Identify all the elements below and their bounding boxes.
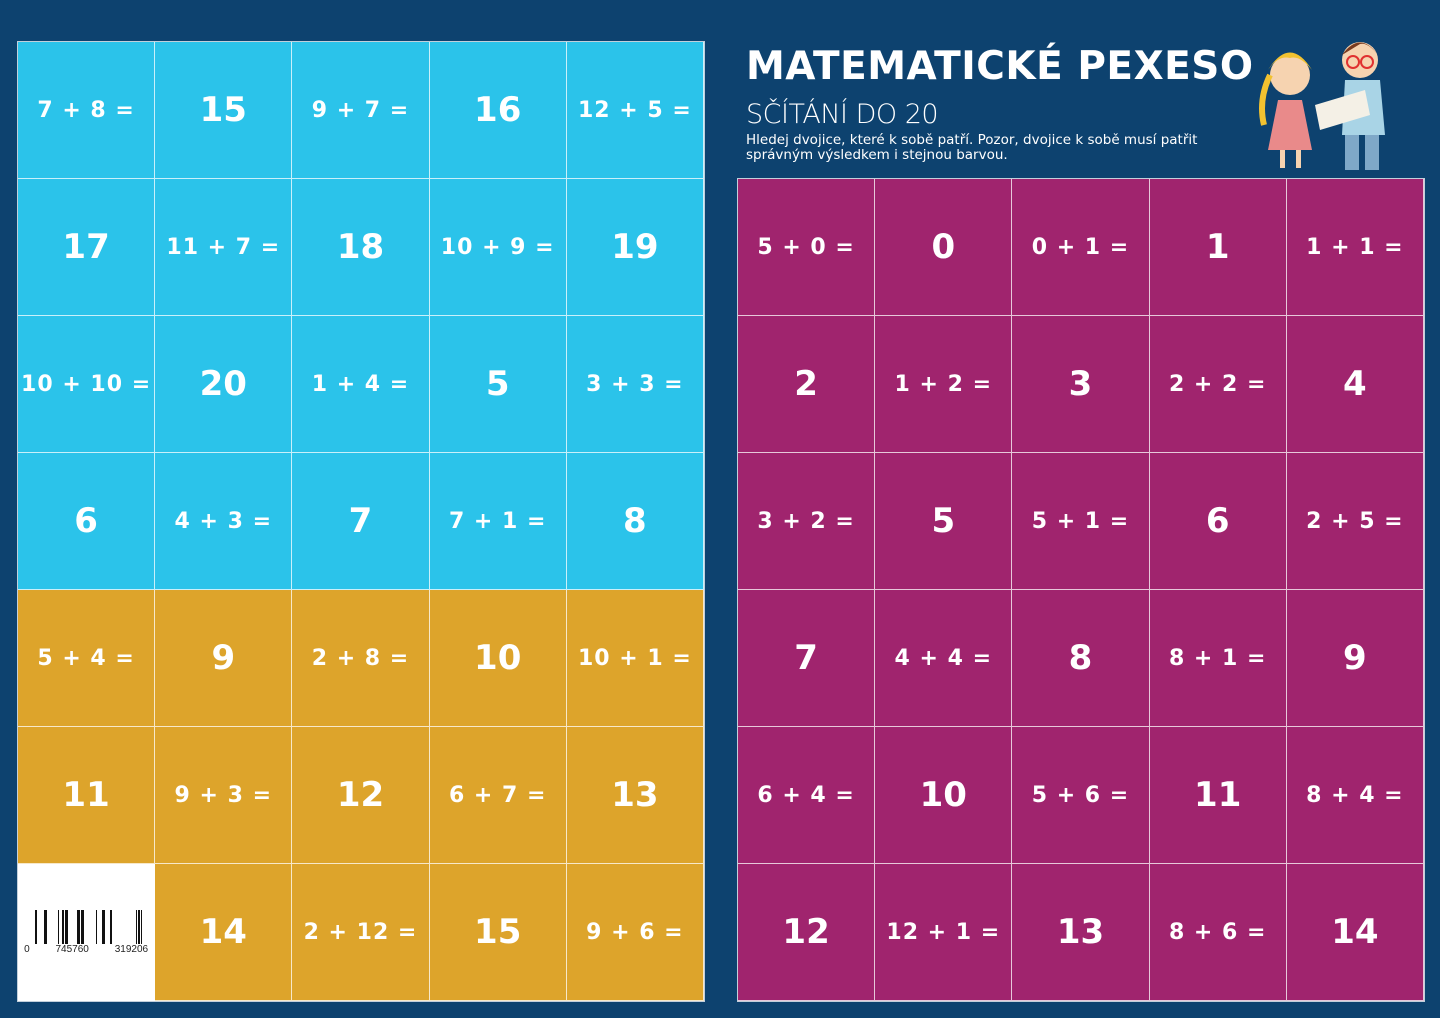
card-result[interactable]: 11: [18, 727, 156, 864]
card-result[interactable]: 9: [1286, 590, 1424, 727]
card-result[interactable]: 11: [1149, 727, 1287, 864]
magenta-board: 5 + 0 = 0 0 + 1 = 1 1 + 1 = 2 1 + 2 = 3 2 + 2 = 4…: [737, 178, 1425, 1002]
card-result[interactable]: 14: [1286, 864, 1424, 1001]
card-result[interactable]: 15: [429, 864, 567, 1001]
card-equation[interactable]: 9 + 7 =: [292, 42, 430, 179]
card-equation[interactable]: 5 + 4 =: [18, 590, 156, 727]
card-equation[interactable]: 2 + 5 =: [1286, 453, 1424, 590]
card-result[interactable]: 18: [292, 179, 430, 316]
card-result[interactable]: 13: [566, 727, 704, 864]
card-equation[interactable]: 9 + 6 =: [566, 864, 704, 1001]
card-equation[interactable]: 6 + 4 =: [738, 727, 876, 864]
card-result[interactable]: 4: [1286, 316, 1424, 453]
card-equation[interactable]: 4 + 3 =: [155, 453, 293, 590]
card-result[interactable]: 13: [1012, 864, 1150, 1001]
page-title: MATEMATICKÉ PEXESO: [746, 44, 1254, 89]
card-result[interactable]: 8: [1012, 590, 1150, 727]
card-equation[interactable]: 1 + 2 =: [875, 316, 1013, 453]
page-subtitle: SČÍTÁNÍ DO 20: [746, 99, 939, 130]
card-result[interactable]: 3: [1012, 316, 1150, 453]
barcode: 0 745760 319206: [18, 864, 156, 1001]
card-equation[interactable]: 10 + 1 =: [566, 590, 704, 727]
card-equation[interactable]: 0 + 1 =: [1012, 179, 1150, 316]
card-result[interactable]: 6: [18, 453, 156, 590]
card-result[interactable]: 9: [155, 590, 293, 727]
card-equation[interactable]: 8 + 1 =: [1149, 590, 1287, 727]
card-equation[interactable]: 5 + 1 =: [1012, 453, 1150, 590]
card-equation[interactable]: 7 + 1 =: [429, 453, 567, 590]
card-result[interactable]: 20: [155, 316, 293, 453]
blue-gold-board: 7 + 8 = 15 9 + 7 = 16 12 + 5 = 17 11 + 7 = 18 10…: [17, 41, 705, 1002]
card-equation[interactable]: 2 + 8 =: [292, 590, 430, 727]
card-result[interactable]: 15: [155, 42, 293, 179]
instructions: Hledej dvojice, které k sobě patří. Pozo…: [746, 132, 1198, 163]
card-result[interactable]: 0: [875, 179, 1013, 316]
card-equation[interactable]: 5 + 0 =: [738, 179, 876, 316]
card-equation[interactable]: 3 + 3 =: [566, 316, 704, 453]
card-result[interactable]: 6: [1149, 453, 1287, 590]
card-equation[interactable]: 10 + 10 =: [18, 316, 156, 453]
card-result[interactable]: 19: [566, 179, 704, 316]
card-result[interactable]: 10: [429, 590, 567, 727]
card-equation[interactable]: 11 + 7 =: [155, 179, 293, 316]
card-equation[interactable]: 4 + 4 =: [875, 590, 1013, 727]
card-equation[interactable]: 12 + 5 =: [566, 42, 704, 179]
card-equation[interactable]: 2 + 12 =: [292, 864, 430, 1001]
barcode-digits: 319206: [114, 943, 149, 955]
card-result[interactable]: 5: [875, 453, 1013, 590]
barcode-bars: [35, 909, 143, 944]
card-equation[interactable]: 9 + 3 =: [155, 727, 293, 864]
card-equation[interactable]: 1 + 4 =: [292, 316, 430, 453]
card-result[interactable]: 12: [292, 727, 430, 864]
card-result[interactable]: 1: [1149, 179, 1287, 316]
card-equation[interactable]: 6 + 7 =: [429, 727, 567, 864]
card-result[interactable]: 14: [155, 864, 293, 1001]
children-illustration: [1259, 42, 1385, 170]
card-result[interactable]: 2: [738, 316, 876, 453]
card-result[interactable]: 17: [18, 179, 156, 316]
card-equation[interactable]: 8 + 6 =: [1149, 864, 1287, 1001]
card-result[interactable]: 10: [875, 727, 1013, 864]
card-result[interactable]: 7: [292, 453, 430, 590]
barcode-digits: 745760: [55, 943, 89, 955]
card-equation[interactable]: 8 + 4 =: [1286, 727, 1424, 864]
card-equation[interactable]: 5 + 6 =: [1012, 727, 1150, 864]
card-result[interactable]: 8: [566, 453, 704, 590]
card-result[interactable]: 16: [429, 42, 567, 179]
card-equation[interactable]: 2 + 2 =: [1149, 316, 1287, 453]
card-result[interactable]: 7: [738, 590, 876, 727]
barcode-digits: 0: [24, 943, 30, 955]
card-equation[interactable]: 10 + 9 =: [429, 179, 567, 316]
card-equation[interactable]: 7 + 8 =: [18, 42, 156, 179]
card-equation[interactable]: 12 + 1 =: [875, 864, 1013, 1001]
card-result[interactable]: 5: [429, 316, 567, 453]
card-equation[interactable]: 3 + 2 =: [738, 453, 876, 590]
card-equation[interactable]: 1 + 1 =: [1286, 179, 1424, 316]
card-result[interactable]: 12: [738, 864, 876, 1001]
